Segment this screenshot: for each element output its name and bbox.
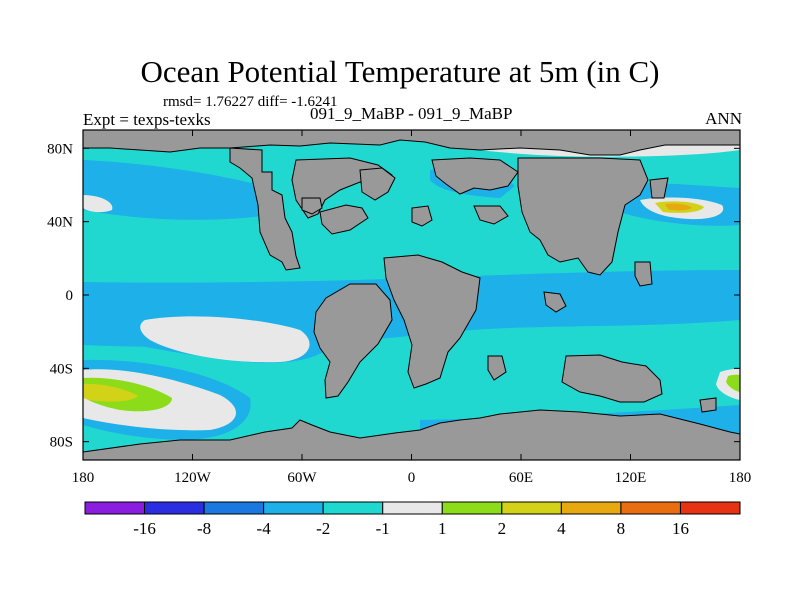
madagascar-land: [487, 355, 507, 381]
experiment-label: Expt = texps-texks: [83, 110, 211, 129]
great-lakes-land: [301, 197, 323, 215]
colorbar-label: 1: [438, 519, 447, 538]
y-tick-label: 40N: [47, 215, 73, 231]
japan-land: [649, 177, 669, 199]
europe-land: [431, 157, 519, 195]
x-tick-label: 120E: [615, 470, 647, 486]
y-tick-label: 40S: [50, 361, 73, 377]
south-america-land: [313, 283, 393, 399]
colorbar-swatch: [203, 501, 265, 515]
asia-land: [517, 157, 649, 276]
warm-core-northwest-pacific: [665, 203, 692, 211]
x-tick-label: 60W: [287, 470, 317, 486]
colorbar-swatch: [501, 501, 562, 515]
colorbar-swatch: [84, 501, 146, 515]
x-axis: 180 120W 60W 0 60E 120E 180: [72, 130, 752, 486]
colorbar-label: 8: [617, 519, 626, 538]
x-tick-label: 180: [729, 470, 752, 486]
stats-text: rmsd= 1.76227 diff= -1.6241: [163, 94, 338, 110]
africa-land: [383, 254, 481, 389]
colorbar-swatch: [441, 501, 503, 515]
southeast-asia-land: [634, 261, 653, 287]
y-axis: 80N 40N 0 40S 80S: [47, 141, 740, 451]
colorbar-swatch: [322, 501, 384, 515]
colorbar-label: 2: [498, 519, 507, 538]
mediterranean-island: [411, 205, 433, 227]
colorbar-swatch: [144, 501, 205, 515]
colorbar-swatch: [560, 501, 622, 515]
chart-title: Ocean Potential Temperature at 5m (in C): [140, 54, 660, 89]
colorbar-swatch: [263, 501, 324, 515]
colorbar-swatch: [382, 501, 443, 515]
colorbar-swatch: [679, 501, 741, 515]
new-zealand-land: [699, 397, 717, 413]
colorbar-label: -4: [257, 519, 272, 538]
land-masses: [83, 130, 740, 460]
australia-land: [561, 354, 663, 403]
x-tick-label: 120W: [174, 470, 212, 486]
arctic-land: [83, 130, 740, 156]
colorbar-label: 16: [672, 519, 689, 538]
warm-spot-southeast: [726, 374, 740, 392]
colorbar-label: -8: [197, 519, 211, 538]
north-pacific-region: [83, 160, 270, 220]
warm-core-southwest: [83, 383, 138, 402]
indonesia-land: [543, 291, 567, 313]
runs-label: 091_9_MaBP - 091_9_MaBP: [310, 104, 513, 123]
north-america-south-east: [319, 204, 369, 235]
colorbar-swatch: [620, 501, 681, 515]
antarctica-land: [83, 409, 740, 460]
colorbar-label: -1: [376, 519, 390, 538]
west-pacific-neutral-region: [83, 195, 113, 213]
y-tick-label: 0: [66, 288, 74, 304]
middle-east-land: [473, 205, 509, 225]
y-tick-label: 80S: [50, 435, 73, 451]
x-tick-label: 0: [408, 470, 416, 486]
colorbar: -16 -8 -4 -2 -1 1 2 4 8 16: [84, 501, 741, 538]
south-pacific-neutral-region: [140, 316, 310, 363]
north-america-west: [229, 147, 301, 271]
map-area: [83, 130, 740, 460]
colorbar-label: -2: [316, 519, 330, 538]
greenland-land: [359, 167, 396, 201]
colorbar-label: -16: [133, 519, 156, 538]
x-tick-label: 180: [72, 470, 95, 486]
x-tick-label: 60E: [509, 470, 533, 486]
colorbar-label: 4: [557, 519, 566, 538]
y-tick-label: 80N: [47, 141, 73, 157]
season-label: ANN: [705, 109, 742, 128]
